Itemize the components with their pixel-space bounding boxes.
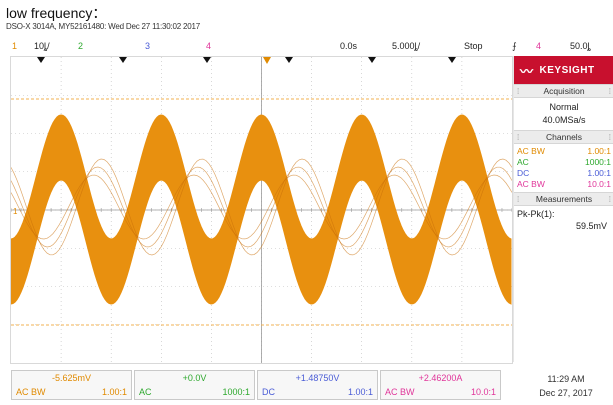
- clock: 11:29 AM Dec 27, 2017: [526, 372, 606, 400]
- side-panel: 〰 KEYSIGHT Acquisition Normal 40.0MSa/s …: [513, 56, 613, 362]
- ch1-ratio: 1.00:1: [101, 387, 127, 397]
- clock-date: Dec 27, 2017: [539, 388, 593, 398]
- channels-header[interactable]: Channels: [514, 130, 613, 144]
- status-bar: 1 10ȴ/ 2 3 4 0.0s 5.000ȴ/ Stop ⨍ 4 50.0ȴ: [0, 40, 613, 54]
- trigger-channel[interactable]: 4: [536, 41, 542, 51]
- ch2-number[interactable]: 2: [78, 41, 84, 51]
- channel-row-1[interactable]: AC BW 1.00:1: [517, 146, 611, 156]
- brand-text: KEYSIGHT: [539, 64, 595, 76]
- trigger-position-icon: [263, 57, 271, 64]
- softkey-ch4[interactable]: +2.46200A AC BW 10.0:1: [380, 370, 501, 400]
- channel-row-2[interactable]: AC 1000:1: [517, 157, 611, 167]
- channel-softkeys: -5.625mV AC BW 1.00:1 +0.0V AC 1000:1 +1…: [11, 370, 501, 404]
- ch2-coupling: AC: [139, 387, 152, 397]
- keysight-logo: 〰 KEYSIGHT: [514, 56, 613, 84]
- time-marker-icon: [368, 57, 376, 63]
- time-marker-icon: [285, 57, 293, 63]
- acquisition-rate: 40.0MSa/s: [542, 115, 586, 125]
- scope-graticule: 1: [11, 57, 512, 363]
- caption: low frequency：: [6, 5, 107, 21]
- ch1-offset: -5.625mV: [51, 373, 92, 383]
- softkey-ch2[interactable]: +0.0V AC 1000:1: [134, 370, 255, 400]
- time-marker-icon: [203, 57, 211, 63]
- softkey-ch1[interactable]: -5.625mV AC BW 1.00:1: [11, 370, 132, 400]
- measurement-label: Pk-Pk(1):: [517, 209, 555, 219]
- acquisition-info: Normal 40.0MSa/s: [514, 98, 613, 130]
- ch1-waveform: [11, 114, 512, 305]
- acquisition-header[interactable]: Acquisition: [514, 84, 613, 98]
- ch3-number[interactable]: 3: [145, 41, 151, 51]
- time-scale[interactable]: 5.000ȴ/: [392, 41, 421, 51]
- waveform-detail: [11, 174, 512, 240]
- waveform-display[interactable]: 1: [10, 56, 513, 364]
- trigger-icon[interactable]: ⨍: [512, 41, 517, 51]
- ch4-offset: +2.46200A: [418, 373, 463, 383]
- waveform-detail: [11, 166, 512, 248]
- ch2-offset: +0.0V: [182, 373, 207, 383]
- ch4-number[interactable]: 4: [206, 41, 212, 51]
- trigger-level[interactable]: 50.0ȴ: [570, 41, 591, 51]
- acquisition-mode: Normal: [549, 102, 579, 112]
- time-marker-icon: [119, 57, 127, 63]
- softkey-ch3[interactable]: +1.48750V DC 1.00:1: [257, 370, 378, 400]
- ch4-ratio: 10.0:1: [470, 387, 496, 397]
- ch1-coupling: AC BW: [16, 387, 46, 397]
- ch3-ratio: 1.00:1: [347, 387, 373, 397]
- instrument-header: DSO-X 3014A, MY52161480: Wed Dec 27 11:3…: [6, 22, 201, 31]
- keysight-wave-icon: 〰: [520, 63, 534, 79]
- ch3-coupling: DC: [262, 387, 275, 397]
- run-state[interactable]: Stop: [464, 41, 483, 51]
- channel-row-3[interactable]: DC 1.00:1: [517, 168, 611, 178]
- time-marker-icon: [448, 57, 456, 63]
- time-marker-icon: [37, 57, 45, 63]
- time-delay[interactable]: 0.0s: [340, 41, 358, 51]
- ch1-ground-icon: 1: [13, 207, 18, 216]
- ch2-ratio: 1000:1: [222, 387, 250, 397]
- ch1-scale[interactable]: 10ȴ/: [34, 41, 50, 51]
- ch4-coupling: AC BW: [385, 387, 415, 397]
- measurement-entry[interactable]: Pk-Pk(1): 59.5mV: [514, 206, 613, 234]
- measurements-header[interactable]: Measurements: [514, 192, 613, 206]
- waveform-detail: [11, 158, 512, 256]
- ch1-number[interactable]: 1: [12, 41, 18, 51]
- measurement-value: 59.5mV: [575, 221, 607, 231]
- channel-row-4[interactable]: AC BW 10.0:1: [517, 179, 611, 189]
- channel-list: AC BW 1.00:1 AC 1000:1 DC 1.00:1 AC BW 10.0:…: [514, 144, 613, 192]
- ch3-offset: +1.48750V: [295, 373, 340, 383]
- clock-time: 11:29 AM: [547, 374, 585, 384]
